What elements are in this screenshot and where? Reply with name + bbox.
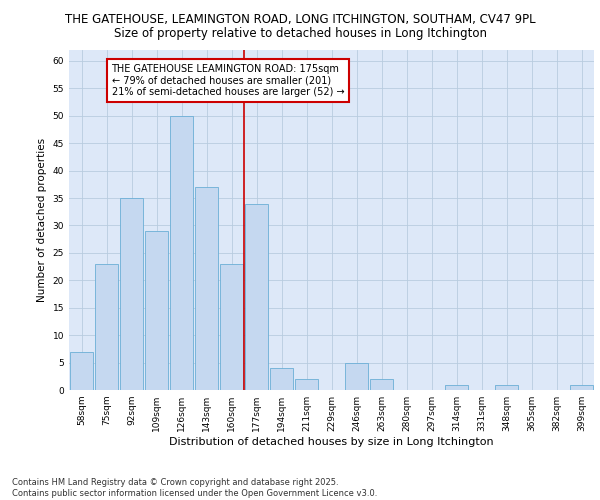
Text: Size of property relative to detached houses in Long Itchington: Size of property relative to detached ho… [113,28,487,40]
Bar [494,384,518,390]
Bar [344,362,368,390]
X-axis label: Distribution of detached houses by size in Long Itchington: Distribution of detached houses by size … [169,437,494,447]
Bar [145,231,169,390]
Bar [295,379,319,390]
Y-axis label: Number of detached properties: Number of detached properties [37,138,47,302]
Bar [569,384,593,390]
Bar [445,384,469,390]
Bar [245,204,268,390]
Bar [70,352,94,390]
Text: THE GATEHOUSE LEAMINGTON ROAD: 175sqm
← 79% of detached houses are smaller (201): THE GATEHOUSE LEAMINGTON ROAD: 175sqm ← … [112,64,344,97]
Text: Contains HM Land Registry data © Crown copyright and database right 2025.
Contai: Contains HM Land Registry data © Crown c… [12,478,377,498]
Text: THE GATEHOUSE, LEAMINGTON ROAD, LONG ITCHINGTON, SOUTHAM, CV47 9PL: THE GATEHOUSE, LEAMINGTON ROAD, LONG ITC… [65,12,535,26]
Bar [269,368,293,390]
Bar [170,116,193,390]
Bar [119,198,143,390]
Bar [194,187,218,390]
Bar [95,264,118,390]
Bar [370,379,394,390]
Bar [220,264,244,390]
